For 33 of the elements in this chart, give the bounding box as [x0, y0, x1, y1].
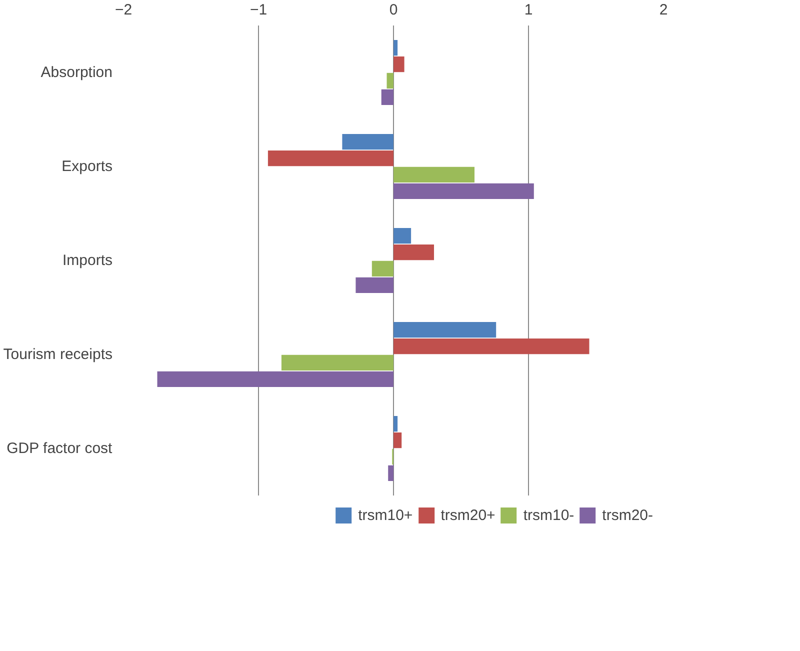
legend-label: trsm20+ — [440, 506, 496, 524]
bar — [342, 134, 394, 150]
bar — [394, 56, 404, 72]
bar — [394, 432, 402, 448]
bar — [281, 354, 394, 371]
x-tick-label: 2 — [659, 2, 668, 18]
y-tick-label: Imports — [62, 252, 113, 269]
legend-label: trsm10+ — [358, 506, 413, 524]
bar — [394, 416, 398, 432]
bar — [356, 277, 394, 293]
y-tick-label: Absorption — [40, 64, 113, 81]
bar — [388, 465, 394, 481]
x-tick-label: −2 — [114, 2, 132, 18]
bar — [394, 244, 434, 260]
legend-label: trsm20- — [602, 506, 653, 524]
bar — [386, 72, 394, 89]
y-tick-label: GDP factor cost — [6, 440, 114, 457]
bar — [394, 322, 496, 338]
x-tick-label: −1 — [250, 2, 268, 18]
bar — [394, 338, 590, 354]
bar — [268, 150, 394, 166]
bar — [394, 228, 412, 244]
y-tick-label: Exports — [62, 158, 113, 175]
x-tick-label: 0 — [389, 2, 398, 18]
x-tick-label: 1 — [524, 2, 533, 18]
y-tick-label: Tourism receipts — [3, 346, 113, 363]
bar — [157, 371, 394, 387]
bar — [394, 166, 474, 183]
bar — [394, 40, 398, 56]
bar — [394, 183, 534, 199]
bar — [372, 260, 394, 277]
legend-label: trsm10- — [523, 506, 574, 524]
bar — [381, 89, 394, 105]
